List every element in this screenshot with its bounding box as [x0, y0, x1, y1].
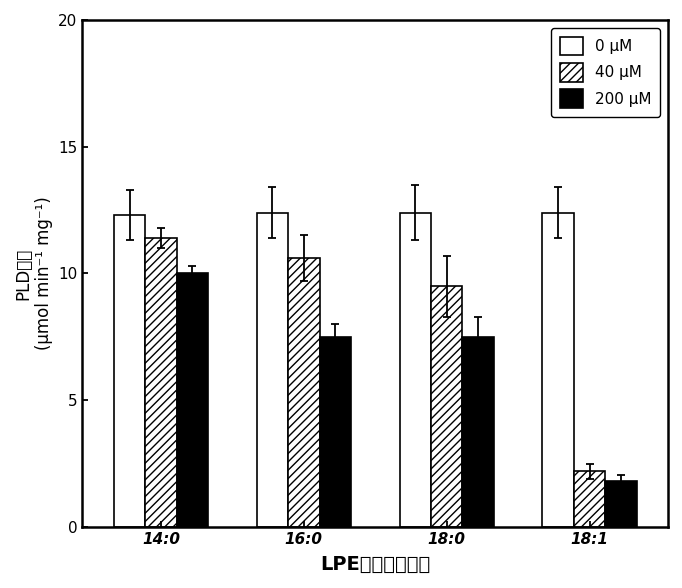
X-axis label: LPE的酰基鈣长度: LPE的酰基鈣长度 [320, 555, 430, 574]
Bar [542, 212, 574, 527]
Bar [574, 471, 605, 527]
Bar [605, 482, 637, 527]
Bar [114, 215, 145, 527]
Bar [462, 337, 494, 527]
Bar [145, 238, 177, 527]
Bar [400, 212, 431, 527]
Legend: 0 μM, 40 μM, 200 μM: 0 μM, 40 μM, 200 μM [550, 28, 660, 117]
Bar [288, 258, 319, 527]
Bar [431, 286, 462, 527]
Bar [256, 212, 288, 527]
Bar [177, 273, 208, 527]
Y-axis label: PLD活性
(μmol min⁻¹ mg⁻¹): PLD活性 (μmol min⁻¹ mg⁻¹) [14, 196, 53, 350]
Bar [319, 337, 351, 527]
